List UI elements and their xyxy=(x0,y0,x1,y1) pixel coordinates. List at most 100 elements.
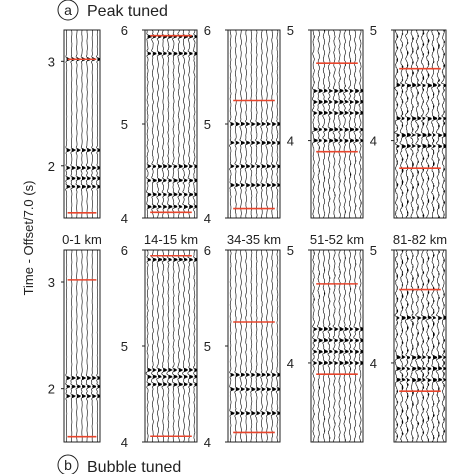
trace-fill xyxy=(66,57,71,189)
trace-line xyxy=(90,30,97,218)
trace-fill xyxy=(235,122,240,187)
y-tick-label: 5 xyxy=(121,339,128,354)
trace-line xyxy=(96,250,100,442)
trace-line xyxy=(425,30,433,218)
trace-fill xyxy=(417,250,422,437)
trace-fill xyxy=(241,373,245,415)
gather-panel: 32 xyxy=(48,29,101,219)
trace-fill xyxy=(251,373,256,415)
trace-line xyxy=(394,250,401,442)
trace-line xyxy=(348,250,354,442)
trace-fill xyxy=(344,257,349,441)
y-tick-label: 4 xyxy=(287,356,294,371)
y-tick-label: 5 xyxy=(204,117,211,132)
y-tick-label: 5 xyxy=(287,243,294,258)
panel-b-title: Bubble tuned xyxy=(87,459,181,474)
trace-line xyxy=(358,250,363,442)
trace-line xyxy=(187,250,194,442)
trace-fill xyxy=(87,57,91,189)
trace-line xyxy=(80,250,87,442)
trace-fill xyxy=(173,35,178,208)
trace-line xyxy=(156,30,163,218)
trace-line xyxy=(431,250,438,442)
panel-a-letter: a xyxy=(64,2,72,18)
trace-line xyxy=(394,30,401,218)
trace-line xyxy=(358,30,363,218)
y-tick-label: 4 xyxy=(204,211,211,226)
trace-fill xyxy=(313,252,317,415)
trace-fill xyxy=(71,376,76,398)
panel-b-letter-circle xyxy=(57,454,79,474)
trace-fill xyxy=(355,263,359,413)
trace-line xyxy=(75,30,82,218)
trace-line xyxy=(85,250,92,442)
y-tick-label: 5 xyxy=(121,117,128,132)
trace-line xyxy=(234,250,241,442)
trace-line xyxy=(80,30,87,218)
trace-line xyxy=(415,250,422,442)
trace-line xyxy=(75,250,82,442)
trace-fill xyxy=(277,122,280,187)
gather-panel: 6 5 4 xyxy=(121,23,198,226)
trace-line xyxy=(96,30,100,218)
trace-line xyxy=(404,30,412,218)
trace-line xyxy=(321,30,329,218)
trace-fill xyxy=(241,122,245,187)
trace-fill xyxy=(251,122,256,187)
trace-line xyxy=(151,250,157,442)
panel-a-letter-circle xyxy=(57,0,79,21)
trace-set xyxy=(311,30,363,218)
trace-line xyxy=(171,30,178,218)
trace-line xyxy=(146,30,152,218)
trace-line xyxy=(343,30,349,218)
trace-line xyxy=(312,250,318,442)
y-tick-label: 5 xyxy=(370,243,377,258)
trace-line xyxy=(156,250,163,442)
trace-fill xyxy=(417,35,421,218)
trace-line xyxy=(353,30,360,218)
trace-line xyxy=(338,250,344,442)
trace-set xyxy=(145,250,197,442)
trace-line xyxy=(161,30,168,218)
trace-fill xyxy=(178,258,183,386)
trace-fill xyxy=(443,30,446,216)
trace-line xyxy=(192,30,197,218)
trace-fill xyxy=(339,259,344,399)
trace-fill xyxy=(438,251,442,437)
column-label: 14-15 km xyxy=(144,232,198,247)
trace-line xyxy=(249,250,256,442)
trace-fill xyxy=(194,258,197,386)
trace-line xyxy=(343,250,350,442)
trace-line xyxy=(260,250,267,442)
trace-fill xyxy=(350,60,354,176)
trace-line xyxy=(187,30,194,218)
trace-fill xyxy=(334,89,339,196)
gather-frame xyxy=(393,249,447,443)
trace-fill xyxy=(407,257,411,442)
trace-fill xyxy=(324,269,328,432)
trace-set xyxy=(229,250,280,442)
trace-line xyxy=(399,30,406,218)
y-tick-label: 6 xyxy=(204,23,211,38)
gather-frame xyxy=(310,249,364,443)
trace-set xyxy=(229,30,280,218)
gather-frame xyxy=(393,29,447,219)
trace-fill xyxy=(230,122,235,187)
trace-fill xyxy=(256,122,261,187)
trace-fill xyxy=(350,288,353,404)
gather-panel: 54 xyxy=(287,243,364,443)
trace-line xyxy=(317,30,324,218)
trace-line xyxy=(239,250,246,442)
column-label: 51-52 km xyxy=(310,232,364,247)
y-tick-label: 5 xyxy=(370,23,377,38)
trace-line xyxy=(435,250,443,442)
trace-set xyxy=(394,250,446,442)
gather-panel: 6 5 4 xyxy=(121,243,198,450)
trace-set xyxy=(65,30,100,218)
gather-panel: 6 5 4 xyxy=(204,243,281,450)
trace-line xyxy=(161,250,168,442)
panel-a-title: Peak tuned xyxy=(87,3,168,20)
trace-fill xyxy=(318,89,323,183)
y-tick-label: 3 xyxy=(48,54,55,69)
trace-fill xyxy=(184,258,188,386)
